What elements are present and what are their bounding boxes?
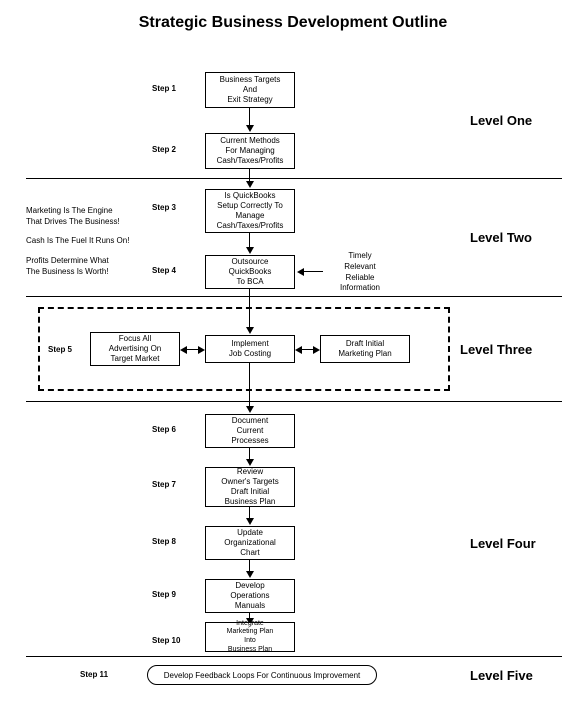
- step-4-label: Step 4: [152, 266, 176, 275]
- step-5-label: Step 5: [48, 345, 72, 354]
- node-implement-job-costing: Implement Job Costing: [205, 335, 295, 363]
- arrow-8-9: [246, 571, 254, 578]
- note-marketing-engine: Marketing Is The Engine That Drives The …: [26, 206, 120, 228]
- step-9-label: Step 9: [152, 590, 176, 599]
- node-document-processes: Document Current Processes: [205, 414, 295, 448]
- step-11-label: Step 11: [80, 670, 108, 679]
- edge-info-4: [303, 271, 323, 272]
- node-quickbooks-setup: Is QuickBooks Setup Correctly To Manage …: [205, 189, 295, 233]
- note-timely-info: Timely Relevant Reliable Information: [325, 251, 395, 294]
- divider-2: [26, 296, 562, 297]
- level-one-label: Level One: [470, 113, 532, 128]
- arrow-5b-5c: [313, 346, 320, 354]
- arrow-5c-5b: [295, 346, 302, 354]
- node-draft-marketing-plan: Draft Initial Marketing Plan: [320, 335, 410, 363]
- edge-3-4: [249, 233, 250, 248]
- step-6-label: Step 6: [152, 425, 176, 434]
- edge-5-6: [249, 363, 250, 407]
- node-outsource-bca: Outsource QuickBooks To BCA: [205, 255, 295, 289]
- divider-1: [26, 178, 562, 179]
- node-business-targets: Business Targets And Exit Strategy: [205, 72, 295, 108]
- step-10-label: Step 10: [152, 636, 180, 645]
- divider-3: [26, 401, 562, 402]
- step-3-label: Step 3: [152, 203, 176, 212]
- arrow-5b-5a: [180, 346, 187, 354]
- arrow-2-3: [246, 181, 254, 188]
- arrow-6-7: [246, 459, 254, 466]
- step-2-label: Step 2: [152, 145, 176, 154]
- level-five-label: Level Five: [470, 668, 533, 683]
- level-four-label: Level Four: [470, 536, 536, 551]
- arrow-5a-5b: [198, 346, 205, 354]
- node-focus-advertising: Focus All Advertising On Target Market: [90, 332, 180, 366]
- node-integrate-marketing: Integrate Marketing Plan Into Business P…: [205, 622, 295, 652]
- arrow-3-4: [246, 247, 254, 254]
- arrow-1-2: [246, 125, 254, 132]
- node-update-org-chart: Update Organizational Chart: [205, 526, 295, 560]
- divider-4: [26, 656, 562, 657]
- node-current-methods: Current Methods For Managing Cash/Taxes/…: [205, 133, 295, 169]
- note-profits-worth: Profits Determine What The Business Is W…: [26, 256, 109, 278]
- step-7-label: Step 7: [152, 480, 176, 489]
- step-1-label: Step 1: [152, 84, 176, 93]
- page-title: Strategic Business Development Outline: [0, 14, 586, 32]
- arrow-5-6: [246, 406, 254, 413]
- node-develop-manuals: Develop Operations Manuals: [205, 579, 295, 613]
- arrow-7-8: [246, 518, 254, 525]
- level-two-label: Level Two: [470, 230, 532, 245]
- note-cash-fuel: Cash Is The Fuel It Runs On!: [26, 236, 129, 247]
- edge-1-2: [249, 108, 250, 126]
- level-three-label: Level Three: [460, 342, 532, 357]
- page: Strategic Business Development Outline S…: [0, 0, 586, 701]
- node-review-targets: Review Owner's Targets Draft Initial Bus…: [205, 467, 295, 507]
- step-8-label: Step 8: [152, 537, 176, 546]
- node-feedback-loops: Develop Feedback Loops For Continuous Im…: [147, 665, 377, 685]
- arrow-info-4: [297, 268, 304, 276]
